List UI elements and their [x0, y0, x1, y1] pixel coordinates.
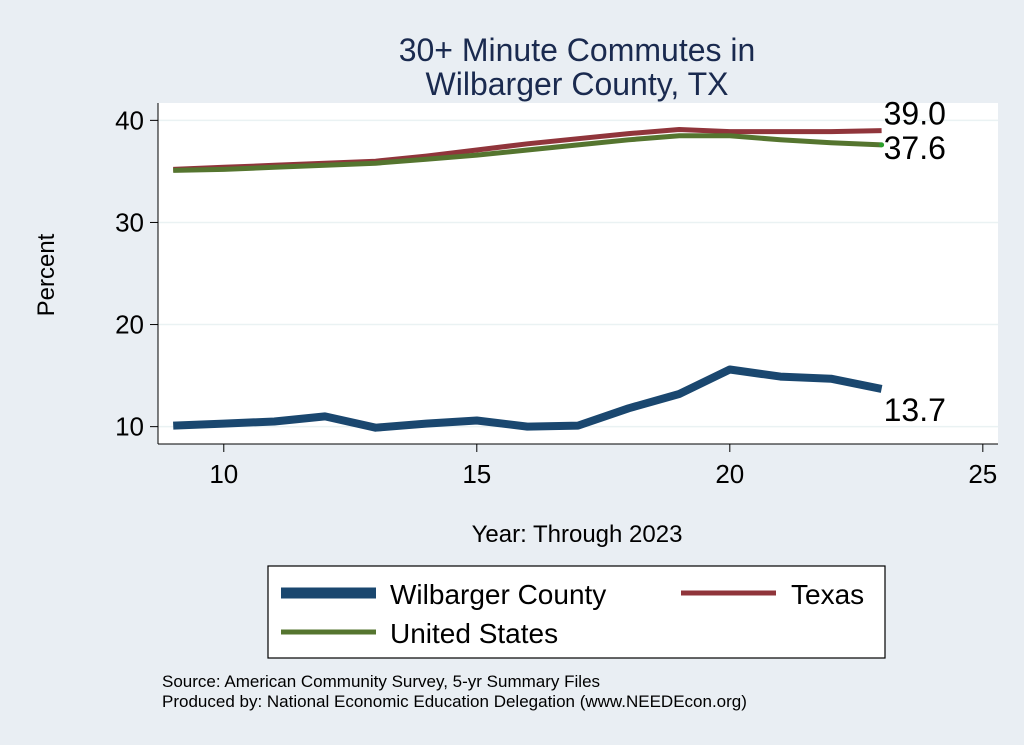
series-lines — [173, 127, 883, 432]
legend-label-wilbarger: Wilbarger County — [390, 579, 606, 610]
legend-label-united-states: United States — [390, 618, 558, 649]
x-axis-title: Year: Through 2023 — [472, 521, 683, 548]
chart-title-line-2: Wilbarger County, TX — [426, 66, 729, 102]
x-tick-label-25: 25 — [968, 459, 997, 489]
y-tick-label-30: 30 — [115, 207, 144, 237]
y-tick-label-40: 40 — [115, 105, 144, 135]
plot-area — [158, 103, 998, 444]
y-tick-label-10: 10 — [115, 412, 144, 442]
end-label-wilbarger-county: 13.7 — [884, 392, 946, 428]
chart-title-line-1: 30+ Minute Commutes in — [399, 32, 756, 68]
end-label-texas: 39.0 — [884, 96, 946, 132]
series-line-wilbarger-county — [173, 365, 883, 432]
end-labels: 13.7 39.037.6 — [879, 96, 946, 428]
x-tick-label-15: 15 — [462, 459, 491, 489]
legend-label-texas: Texas — [791, 579, 864, 610]
x-tick-label-20: 20 — [715, 459, 744, 489]
end-marker-united-states — [879, 142, 885, 148]
chart-footer: Source: American Community Survey, 5-yr … — [162, 672, 747, 712]
y-axis-title: Percent — [33, 233, 60, 316]
producer-note: Produced by: National Economic Education… — [162, 692, 747, 711]
y-tick-label-20: 20 — [115, 310, 144, 340]
end-label-united-states: 37.6 — [884, 130, 946, 166]
series-line-united-states — [173, 133, 882, 173]
line-chart: 30+ Minute Commutes in Wilbarger County,… — [33, 32, 998, 659]
legend: Wilbarger County Texas United States — [267, 565, 886, 659]
x-tick-label-10: 10 — [209, 459, 238, 489]
legend-box — [267, 565, 886, 659]
axes: 10 20 30 40 10 15 20 25 — [115, 103, 998, 489]
source-note: Source: American Community Survey, 5-yr … — [162, 672, 601, 691]
